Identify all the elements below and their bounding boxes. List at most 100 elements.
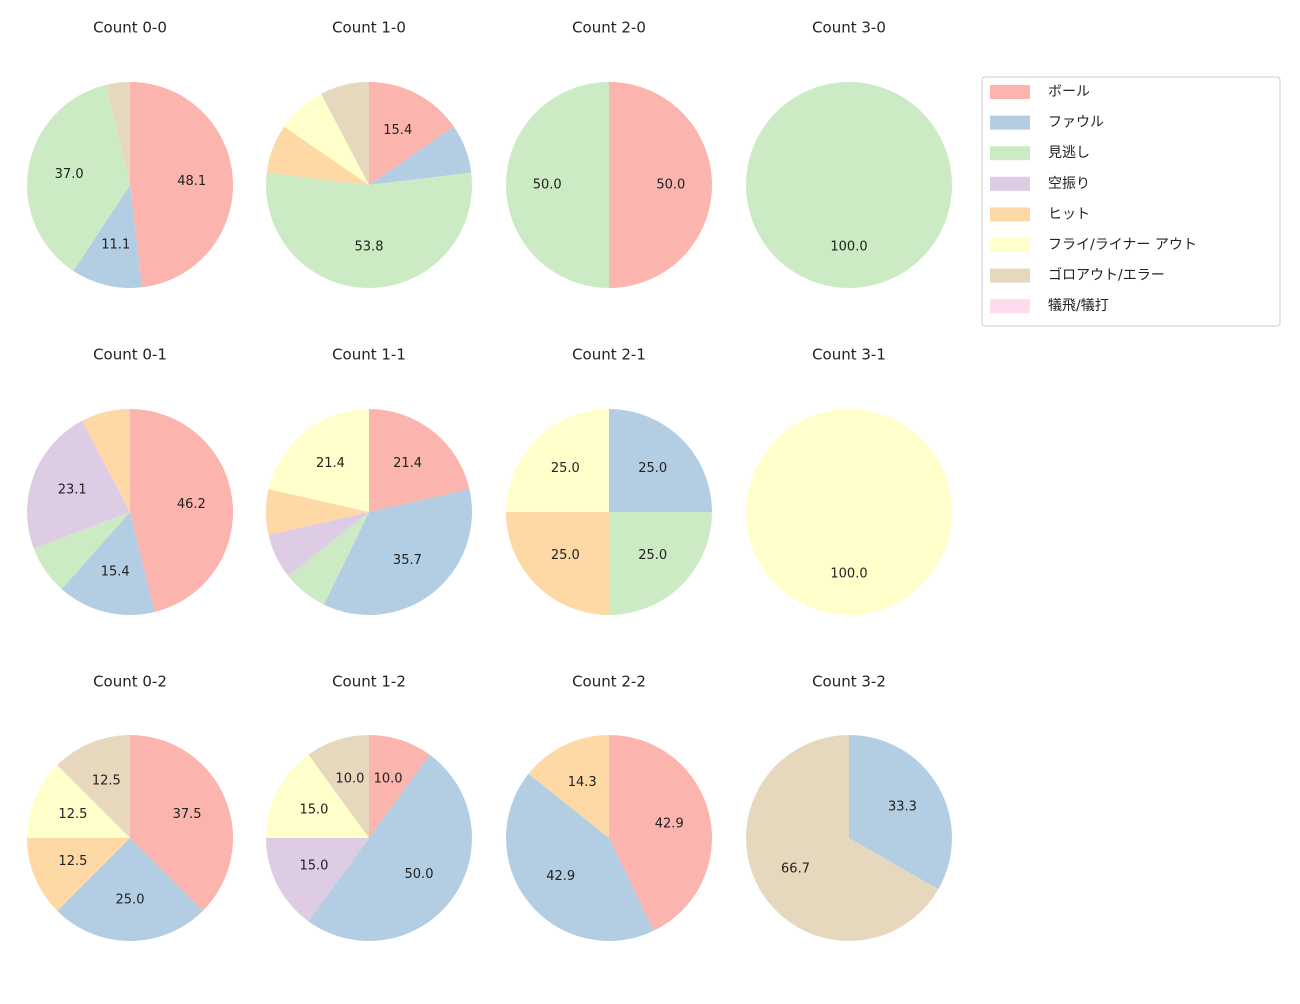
legend-swatch [990,268,1030,283]
pie-title: Count 2-1 [572,346,646,364]
pie-title: Count 3-1 [812,346,886,364]
pie-slice [266,754,369,838]
pie-slice [506,512,609,615]
legend-box [981,76,1281,327]
pie-slice [26,84,130,272]
pie-slice [308,735,369,838]
legend-label: 空振り [1048,176,1090,192]
pie-slice [609,512,712,615]
pie-slice [745,735,939,941]
slice-label: 100.0 [830,566,867,581]
pie-slice [506,82,609,288]
pie-slice [609,735,712,931]
slice-label: 12.5 [92,773,121,788]
slice-label: 42.9 [546,869,575,884]
legend-label: ファウル [1048,115,1104,131]
legend-label: ヒット [1048,206,1090,222]
pie-slice [321,82,369,185]
legend-label: フライ/ライナー アウト [1048,237,1197,253]
legend-label: 見逃し [1048,145,1090,161]
slice-label: 14.3 [568,775,597,790]
pie-title: Count 0-0 [93,19,167,37]
pie-title: Count 0-2 [93,673,167,691]
slice-label: 12.5 [58,854,87,869]
slice-label: 15.0 [299,802,328,817]
slice-label: 35.7 [393,553,422,568]
pie-title: Count 2-0 [572,19,646,37]
slice-label: 12.5 [58,807,87,822]
slice-label: 25.0 [551,548,580,563]
pie-slice [369,126,472,185]
slice-label: 66.7 [781,861,810,876]
legend-label: 犠飛/犠打 [1048,297,1109,314]
slice-label: 25.0 [551,461,580,476]
pie-slice [266,489,369,535]
pie-slice [609,409,712,512]
pie-slice [528,735,609,838]
pie-slice [130,735,233,911]
pie-slice [27,765,130,838]
pie-slice [369,409,470,512]
slice-label: 42.9 [655,817,684,832]
pie-slice [33,512,130,590]
slice-label: 21.4 [393,456,422,471]
pie-title: Count 3-0 [812,19,886,37]
legend-swatch [990,238,1030,252]
slice-label: 15.4 [101,565,130,580]
pie-slice [284,93,369,185]
slice-label: 37.0 [55,167,84,182]
pie-slice [73,185,142,289]
pie-title: Count 1-1 [332,346,406,364]
pie-slice [106,82,130,185]
slice-label: 15.0 [299,859,328,874]
slice-label: 33.3 [888,800,917,815]
pie-slice [609,82,712,288]
legend-swatch [990,299,1030,314]
pie-slice [61,512,155,615]
pie-title: Count 3-2 [812,673,886,691]
slice-label: 15.4 [383,123,412,138]
legend-swatch [990,176,1030,191]
slice-label: 25.0 [638,461,667,476]
legend-label: ボール [1048,84,1090,100]
pie-slice [268,512,369,577]
slice-label: 46.2 [177,497,206,512]
slice-label: 50.0 [656,178,685,193]
slice-label: 21.4 [316,456,345,471]
legend-label: ゴロアウト/エラー [1048,267,1165,284]
slice-label: 50.0 [533,178,562,193]
slice-label: 23.1 [58,483,87,498]
pie-slice [308,754,472,941]
pie-slice [506,773,654,941]
slice-label: 10.0 [374,772,403,787]
pie-slice [268,409,369,512]
pie-title: Count 1-0 [332,19,406,37]
legend-swatch [990,207,1030,222]
slice-label: 100.0 [830,239,867,254]
legend-swatch [990,146,1030,161]
legend-swatch [990,85,1030,99]
slice-label: 25.0 [116,892,145,907]
pie-slice [506,409,609,512]
pie-slice [849,735,953,890]
slice-label: 37.5 [173,807,202,822]
pie-slice [746,409,952,615]
pie-title: Count 1-2 [332,673,406,691]
pie-slice [57,735,131,838]
pie-slice [369,82,454,185]
pie-slice [266,838,369,922]
pie-slice [323,489,472,616]
slice-label: 11.1 [101,238,130,253]
pie-slice [746,82,952,288]
pie-title: Count 0-1 [93,346,167,364]
slice-label: 53.8 [355,239,384,254]
pie-slice [288,512,369,605]
pie-slice [26,838,130,911]
pie-slice [130,82,234,288]
pie-slice [27,420,130,549]
pie-slice [57,838,203,942]
pie-slice [130,409,234,613]
pie-slice [266,126,369,185]
slice-label: 25.0 [638,548,667,563]
